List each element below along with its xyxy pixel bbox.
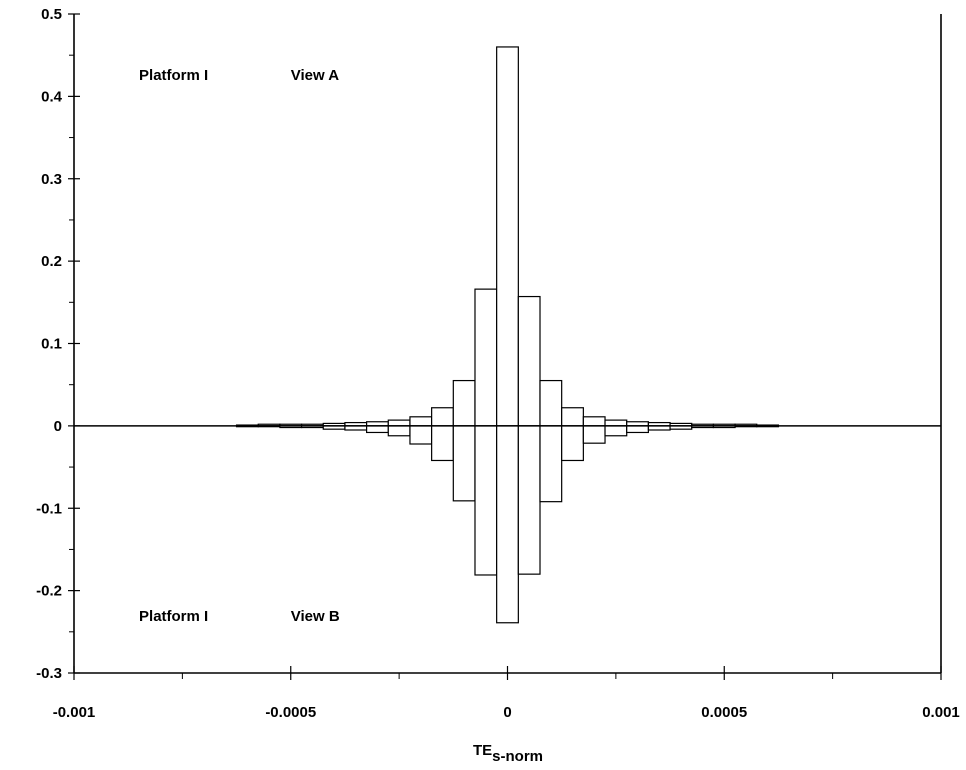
histogram-bar-view-a-15 <box>561 407 584 427</box>
y-tick-label: 0.1 <box>41 336 62 353</box>
histogram-bar-view-b-15 <box>561 425 584 462</box>
histogram-bar-view-b-12 <box>496 425 519 624</box>
y-tick-label: -0.2 <box>36 583 62 600</box>
histogram-bar-view-a-12 <box>496 46 519 427</box>
histogram-bar-view-b-13 <box>517 425 541 575</box>
histogram-bar-view-b-18 <box>626 425 649 434</box>
x-tick-label: 0 <box>503 704 511 721</box>
annotation-platform-i: Platform I <box>139 608 208 625</box>
x-axis-label-subscript: s-norm <box>492 748 543 765</box>
histogram-bar-view-a-14 <box>539 379 563 427</box>
y-tick-label: 0.5 <box>41 6 62 23</box>
histogram-bar-view-a-17 <box>604 419 628 427</box>
histogram-bar-view-a-11 <box>474 288 498 427</box>
histogram-bar-view-a-16 <box>582 416 606 427</box>
annotation-platform-i: Platform I <box>139 67 208 84</box>
histogram-bar-view-b-9 <box>431 425 454 462</box>
histogram-bar-view-a-8 <box>409 416 433 427</box>
histogram-bar-view-a-7 <box>387 419 411 427</box>
x-tick-label: 0.001 <box>922 704 960 721</box>
x-tick-label: 0.0005 <box>701 704 747 721</box>
histogram-bar-view-b-14 <box>539 425 563 503</box>
annotations-layer: Platform I View A Platform I View B <box>139 67 340 625</box>
x-tick-label: -0.0005 <box>265 704 316 721</box>
histogram-bar-view-a-13 <box>517 295 541 427</box>
bars-layer <box>235 46 780 624</box>
histogram-bar-view-b-8 <box>409 425 433 445</box>
annotation-view-b: View B <box>291 608 340 625</box>
y-tick-label: -0.3 <box>36 665 62 682</box>
x-axis-label: TEs-norm <box>473 742 543 765</box>
y-tick-label: -0.1 <box>36 500 62 517</box>
y-tick-label: 0.3 <box>41 171 62 188</box>
x-tick-label: -0.001 <box>53 704 96 721</box>
histogram-bar-view-b-17 <box>604 425 628 437</box>
histogram-bar-view-a-10 <box>452 379 476 427</box>
annotation-view-a: View A <box>291 67 340 84</box>
y-tick-label: 0.2 <box>41 253 62 270</box>
histogram-bar-view-b-6 <box>366 425 389 434</box>
histogram-bar-view-a-9 <box>431 407 454 427</box>
y-tick-label: 0.4 <box>41 88 63 105</box>
y-tick-label: 0 <box>54 418 62 435</box>
histogram-bar-view-b-16 <box>582 425 606 444</box>
histogram-bar-view-b-11 <box>474 425 498 576</box>
histogram-bar-view-b-7 <box>387 425 411 437</box>
x-axis-label-main: TE <box>473 742 492 759</box>
ticks-layer: 0.5 0.4 0.3 0.2 0.1 0 -0.1 -0.2 -0.3 -0.001 -0.000… <box>36 6 960 721</box>
histogram-bar-view-b-10 <box>452 425 476 502</box>
